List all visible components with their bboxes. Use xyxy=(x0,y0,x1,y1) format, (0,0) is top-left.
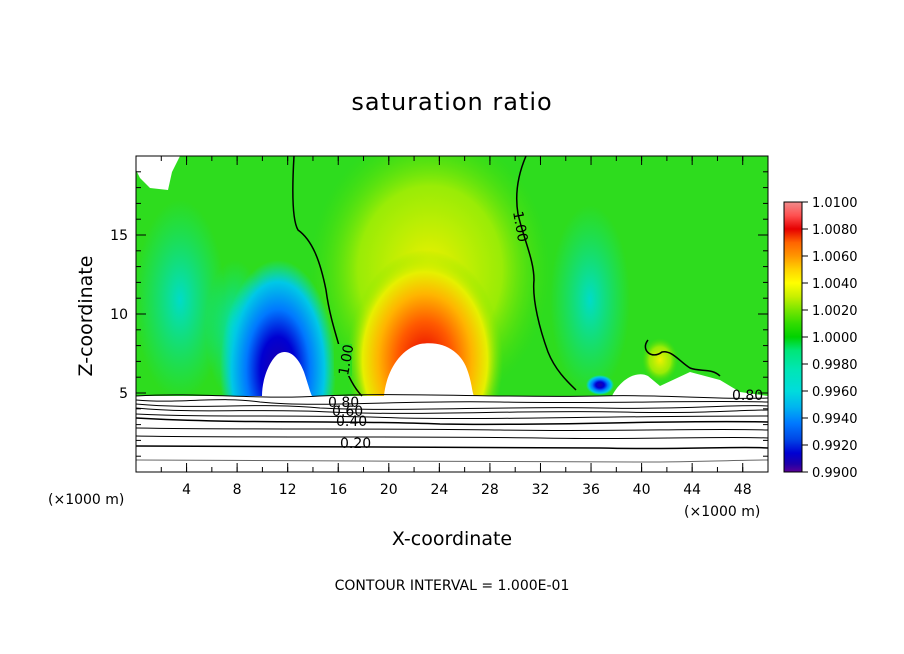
colorbar-label: 0.9960 xyxy=(812,385,858,400)
x-tick-label: 24 xyxy=(430,482,448,498)
x-tick-label: 32 xyxy=(532,482,550,498)
contour-labels: 1.00 1.00 0.80 0.60 0.40 0.20 0.80 xyxy=(328,210,763,452)
colorbar-label: 1.0020 xyxy=(812,304,858,319)
field-lower-layer xyxy=(136,396,768,472)
x-axis-label: X-coordinate xyxy=(391,528,513,550)
field-blue-spot xyxy=(586,375,614,395)
x-tick-label: 12 xyxy=(279,482,297,498)
contour-interval-note: CONTOUR INTERVAL = 1.000E-01 xyxy=(334,578,570,594)
field-white-core-center xyxy=(384,343,474,396)
x-tick-label: 40 xyxy=(633,482,651,498)
x-tick-label: 48 xyxy=(734,482,752,498)
contour-label: 0.80 xyxy=(328,395,359,411)
contour-lines-upper xyxy=(292,156,721,397)
y-tick-label: 10 xyxy=(110,307,128,323)
x-unit-label-right: (×1000 m) xyxy=(684,504,761,520)
colorbar-label: 1.0100 xyxy=(812,196,858,211)
contour-label: 1.00 xyxy=(509,210,530,243)
colorbar-label: 0.9900 xyxy=(812,466,858,481)
contour-label: 1.00 xyxy=(336,343,357,376)
field-white-core-left xyxy=(262,352,312,396)
field-yellow-right xyxy=(642,338,678,382)
x-tick-label: 28 xyxy=(481,482,499,498)
x-tick-label: 4 xyxy=(182,482,191,498)
x-tick-label: 36 xyxy=(582,482,600,498)
y-axis-label: Z-coordinate xyxy=(75,255,97,377)
colorbar-label: 0.9920 xyxy=(812,439,858,454)
chart-title: saturation ratio xyxy=(351,88,553,116)
contour-label: 0.20 xyxy=(340,436,371,452)
y-tick-label: 15 xyxy=(110,228,128,244)
colorbar-label: 0.9980 xyxy=(812,358,858,373)
contour-label: 0.80 xyxy=(732,388,763,404)
x-tick-label: 16 xyxy=(329,482,347,498)
contour-label: 0.40 xyxy=(336,414,367,430)
heatmap-field xyxy=(136,156,768,472)
x-tick-label: 20 xyxy=(380,482,398,498)
colorbar-labels: 1.0100 1.0080 1.0060 1.0040 1.0020 1.0000 0.99… xyxy=(802,196,858,481)
contour-lines-lower xyxy=(136,394,768,463)
colorbar-label: 1.0000 xyxy=(812,331,858,346)
colorbar xyxy=(783,201,803,473)
colorbar-label: 1.0040 xyxy=(812,277,858,292)
x-tick-label: 44 xyxy=(683,482,701,498)
contour-label: 0.60 xyxy=(332,404,363,420)
colorbar-label: 0.9940 xyxy=(812,412,858,427)
field-white-right-blob xyxy=(612,372,768,396)
x-unit-label-left: (×1000 m) xyxy=(48,492,125,508)
x-tick-label: 8 xyxy=(233,482,242,498)
colorbar-label: 1.0060 xyxy=(812,250,858,265)
field-cyan-left xyxy=(136,200,225,400)
y-tick-label: 5 xyxy=(119,386,128,402)
field-cyan-right xyxy=(550,205,630,395)
colorbar-label: 1.0080 xyxy=(812,223,858,238)
field-white-corner xyxy=(136,156,180,190)
